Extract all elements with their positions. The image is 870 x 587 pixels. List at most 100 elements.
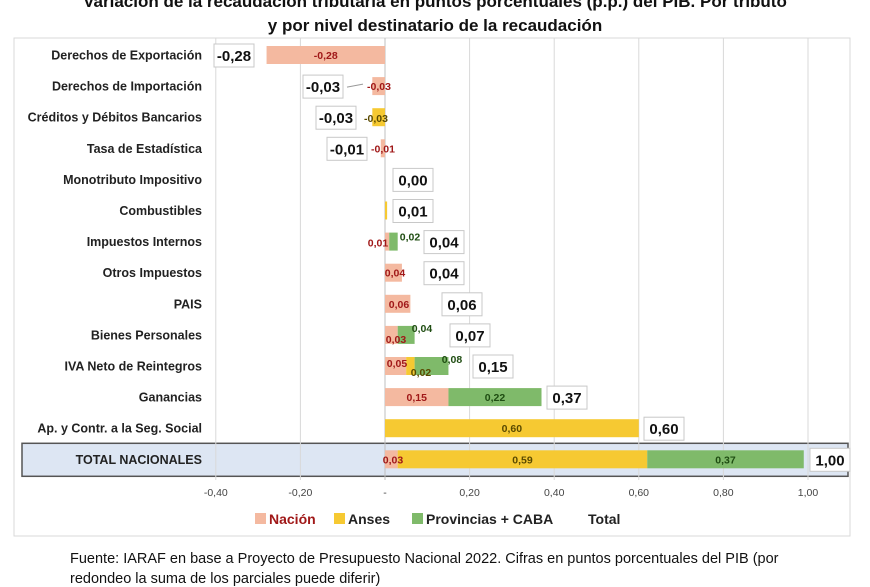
total-value-box	[643, 416, 685, 441]
bar-anses	[397, 450, 648, 469]
total-value-label: 0,04	[429, 235, 459, 252]
x-tick-label: -0,40	[204, 487, 228, 499]
source-note-continued: redondeo la suma de los parciales puede …	[70, 571, 381, 587]
category-label: IVA Neto de Reintegros	[64, 360, 202, 374]
total-value-box	[213, 43, 255, 68]
legend-label: Provincias + CABA	[426, 511, 553, 527]
total-value-box	[449, 323, 491, 348]
legend-label: Total	[588, 511, 620, 527]
category-label: Bienes Personales	[91, 328, 202, 342]
total-value-label: -0,01	[330, 141, 364, 158]
segment-data-label: 0,37	[715, 454, 736, 466]
segment-data-label: -0,03	[367, 81, 391, 93]
segment-data-label: 0,04	[412, 323, 433, 335]
total-value-label: 0,06	[447, 297, 476, 314]
x-tick-label: -	[383, 487, 387, 499]
legend-swatch	[412, 513, 423, 524]
bar-anses	[385, 201, 388, 220]
legend-label: Nación	[269, 511, 316, 527]
segment-data-label: 0,02	[400, 232, 421, 244]
category-label: Combustibles	[119, 204, 202, 218]
legend-swatch	[255, 513, 266, 524]
segment-data-label: 0,08	[442, 354, 463, 366]
category-label: Monotributo Impositivo	[63, 173, 202, 187]
leader-line	[346, 83, 364, 88]
bar-provincias-caba	[389, 232, 398, 251]
bar-naci-n	[385, 388, 449, 407]
total-value-label: -0,03	[319, 110, 353, 127]
total-value-box	[392, 199, 434, 223]
category-label: Tasa de Estadística	[87, 142, 203, 156]
segment-data-label: 0,60	[502, 423, 523, 435]
x-tick-label: 0,40	[544, 487, 565, 499]
category-label: Ganancias	[139, 391, 202, 405]
x-tick-label: 1,00	[798, 487, 819, 499]
chart-title: Variación de la recaudación tributaria e…	[83, 0, 787, 11]
total-value-label: 0,60	[649, 421, 678, 438]
total-value-label: 0,04	[429, 266, 459, 283]
total-value-box	[423, 230, 465, 255]
segment-data-label: 0,01	[368, 238, 389, 250]
bar-naci-n	[385, 232, 390, 251]
segment-data-label: -0,03	[364, 113, 388, 125]
total-value-box	[546, 385, 588, 410]
bar-naci-n	[385, 294, 411, 313]
category-label: Derechos de Exportación	[51, 49, 202, 63]
bar-anses	[385, 419, 639, 438]
total-value-label: 0,00	[398, 172, 427, 189]
x-tick-label: -0,20	[288, 487, 312, 499]
legend-label: Anses	[348, 511, 390, 527]
bar-provincias-caba	[647, 450, 804, 469]
total-value-box	[472, 354, 514, 379]
x-tick-label: 0,20	[459, 487, 480, 499]
category-label: PAIS	[174, 297, 202, 311]
total-value-box	[809, 447, 851, 472]
bar-provincias-caba	[448, 388, 542, 407]
category-label: Otros Impuestos	[103, 266, 202, 280]
legend-swatch	[334, 513, 345, 524]
segment-data-label: 0,03	[386, 334, 407, 346]
category-label: Ap. y Contr. a la Seg. Social	[37, 422, 202, 436]
category-label: TOTAL NACIONALES	[76, 453, 202, 467]
category-label: Impuestos Internos	[87, 235, 202, 249]
bar-provincias-caba	[397, 325, 415, 344]
bar-provincias-caba	[414, 357, 449, 375]
segment-data-label: -0,01	[371, 143, 395, 155]
chart-subtitle: y por nivel destinatario de la recaudaci…	[267, 16, 603, 35]
total-value-box	[441, 292, 483, 317]
segment-data-label: -0,28	[314, 50, 338, 62]
total-value-label: 0,07	[455, 328, 484, 345]
source-note: Fuente: IARAF en base a Proyecto de Pres…	[70, 551, 779, 567]
segment-data-label: 0,05	[387, 358, 408, 370]
segment-data-label: 0,04	[385, 268, 406, 280]
segment-data-label: 0,06	[389, 299, 410, 311]
total-value-label: 0,15	[478, 359, 507, 376]
bar-naci-n	[266, 46, 385, 64]
total-value-label: 0,37	[552, 390, 581, 407]
bar-naci-n	[372, 77, 385, 96]
total-value-label: 0,01	[398, 204, 427, 221]
category-label: Créditos y Débitos Bancarios	[28, 111, 202, 125]
segment-data-label: 0,22	[485, 392, 506, 404]
bar-anses	[406, 357, 415, 375]
bar-anses	[372, 108, 385, 127]
total-value-box	[423, 261, 465, 286]
bar-naci-n	[385, 325, 398, 344]
total-value-box	[302, 74, 344, 99]
category-label: Derechos de Importación	[52, 80, 202, 94]
total-value-box	[315, 105, 357, 130]
segment-data-label: 0,03	[383, 454, 404, 466]
total-value-box	[326, 136, 368, 161]
bar-naci-n	[385, 263, 402, 282]
x-tick-label: 0,60	[629, 487, 650, 499]
total-value-label: -0,28	[217, 48, 251, 65]
total-value-label: 1,00	[815, 452, 844, 469]
plot-frame	[13, 37, 851, 537]
segment-data-label: 0,59	[512, 454, 533, 466]
segment-data-label: 0,15	[407, 392, 428, 404]
bar-naci-n	[380, 139, 385, 158]
bar-naci-n	[385, 450, 398, 469]
segment-data-label: 0,02	[411, 367, 432, 379]
x-tick-label: 0,80	[713, 487, 734, 499]
